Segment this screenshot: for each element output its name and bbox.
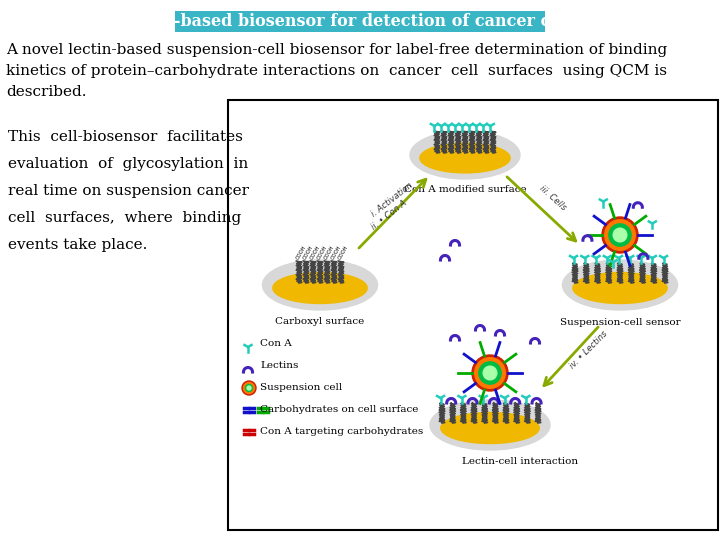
Text: Con A targeting carbohydrates: Con A targeting carbohydrates	[260, 428, 423, 436]
Text: iv. • Lectins: iv. • Lectins	[568, 329, 609, 370]
Circle shape	[479, 362, 501, 384]
Ellipse shape	[263, 260, 377, 310]
Circle shape	[472, 355, 508, 391]
Text: cell  surfaces,  where  binding: cell surfaces, where binding	[8, 211, 241, 225]
Text: Lectins: Lectins	[260, 361, 298, 370]
Text: Suspension-cell sensor: Suspension-cell sensor	[559, 318, 680, 327]
Text: Cell-based biosensor for detection of cancer cells: Cell-based biosensor for detection of ca…	[139, 12, 581, 30]
Ellipse shape	[273, 273, 367, 303]
Text: COOH: COOH	[330, 245, 343, 261]
Circle shape	[602, 217, 638, 253]
Text: Lectin-cell interaction: Lectin-cell interaction	[462, 457, 578, 466]
Text: real time on suspension cancer: real time on suspension cancer	[8, 184, 249, 198]
Circle shape	[609, 224, 631, 246]
Text: evaluation  of  glycosylation  in: evaluation of glycosylation in	[8, 157, 248, 171]
FancyBboxPatch shape	[175, 10, 545, 31]
Text: COOH: COOH	[310, 245, 321, 261]
Ellipse shape	[410, 131, 520, 179]
Text: COOH: COOH	[316, 245, 328, 261]
Text: Con A modified surface: Con A modified surface	[404, 185, 526, 194]
Text: This  cell-biosensor  facilitates: This cell-biosensor facilitates	[8, 130, 243, 144]
Ellipse shape	[430, 400, 550, 450]
Text: iii. Cells: iii. Cells	[538, 184, 568, 212]
Circle shape	[247, 386, 251, 390]
Text: described.: described.	[6, 85, 86, 99]
Circle shape	[483, 366, 497, 380]
Circle shape	[246, 384, 253, 391]
Text: Carbohydrates on cell surface: Carbohydrates on cell surface	[260, 406, 418, 415]
Text: Con A: Con A	[260, 340, 292, 348]
Ellipse shape	[562, 260, 678, 310]
Text: COOH: COOH	[338, 245, 349, 261]
Text: events take place.: events take place.	[8, 238, 148, 252]
Text: COOH: COOH	[295, 245, 307, 261]
Text: i. Activation: i. Activation	[370, 181, 415, 219]
Text: Carboxyl surface: Carboxyl surface	[275, 317, 364, 326]
Circle shape	[474, 357, 505, 388]
Circle shape	[613, 228, 627, 242]
Circle shape	[243, 382, 254, 394]
Bar	[228, 100, 718, 530]
Text: kinetics of protein–carbohydrate interactions on  cancer  cell  surfaces  using : kinetics of protein–carbohydrate interac…	[6, 64, 667, 78]
Circle shape	[242, 381, 256, 395]
Text: COOH: COOH	[323, 245, 336, 261]
Text: A novel lectin-based suspension-cell biosensor for label-free determination of b: A novel lectin-based suspension-cell bio…	[6, 43, 667, 57]
Ellipse shape	[420, 143, 510, 173]
Text: COOH: COOH	[302, 245, 315, 261]
Circle shape	[605, 220, 635, 251]
Text: ii. • Con A: ii. • Con A	[370, 198, 409, 232]
Ellipse shape	[441, 413, 539, 443]
Text: Suspension cell: Suspension cell	[260, 383, 342, 393]
Ellipse shape	[573, 273, 667, 303]
